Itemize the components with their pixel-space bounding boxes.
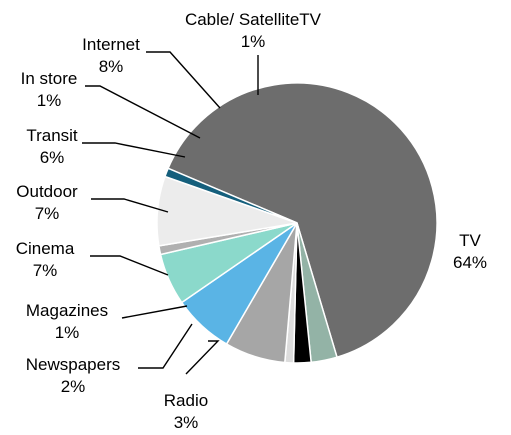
leader-line [82,142,186,158]
slice-label: Cinema [16,239,75,258]
slice-percent-label: 1% [37,91,62,110]
slice-percent-label: 1% [55,323,80,342]
slice-percent-label: 7% [35,204,60,223]
slice-label: TV [459,231,481,250]
leader-line [121,305,188,319]
slice-percent-label: 64% [453,253,487,272]
slice-label: Radio [164,391,208,410]
slice-label: In store [21,69,78,88]
pie-slice-cable-satellitetv [163,167,298,224]
slice-label: Magazines [26,301,108,320]
leader-line [90,255,169,276]
slice-label: Newspapers [26,355,121,374]
slice-percent-label: 3% [174,413,199,432]
slice-percent-label: 6% [40,148,65,167]
leader-line [85,85,201,139]
slice-percent-label: 2% [61,377,86,396]
leader-line [138,323,193,369]
slice-label: Transit [26,126,78,145]
pie-slices [156,82,438,364]
slice-percent-label: 8% [99,57,124,76]
slice-percent-label: 7% [33,261,58,280]
slice-label: Outdoor [16,182,78,201]
leader-line [91,198,169,213]
slice-label: Internet [82,35,140,54]
leader-lines [82,51,259,375]
slice-percent-label: 1% [241,32,266,51]
slice-label: Cable/ SatelliteTV [185,10,322,29]
slice-labels: TV 64% Radio 3% Newspapers 2% Magazines 1% Cinem… [16,10,487,432]
leader-line [146,51,221,109]
leader-line [185,340,220,375]
